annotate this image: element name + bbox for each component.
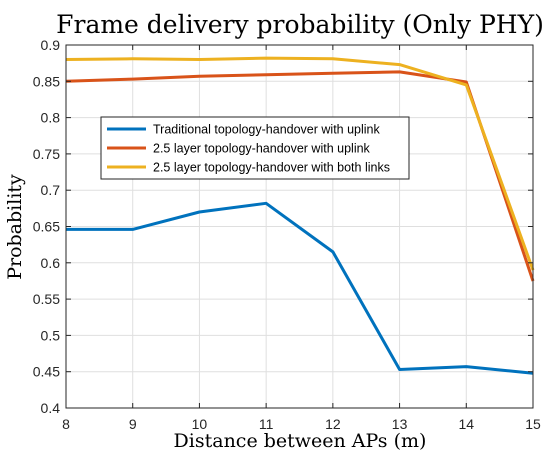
y-tick-label: 0.75: [33, 146, 60, 162]
x-tick-label: 15: [525, 416, 541, 432]
legend-box: [100, 116, 410, 180]
chart-title: Frame delivery probability (Only PHY): [56, 10, 544, 39]
x-tick-label: 12: [325, 416, 341, 432]
legend-label: 2.5 layer topology-handover with both li…: [153, 161, 390, 175]
y-tick-label: 0.9: [41, 37, 61, 53]
legend-label: 2.5 layer topology-handover with uplink: [153, 142, 371, 156]
x-tick-label: 14: [458, 416, 474, 432]
x-axis-ticks: 8 9 10 11 12 13 14 15: [62, 45, 541, 432]
y-tick-label: 0.4: [41, 400, 61, 416]
y-tick-label: 0.65: [33, 219, 60, 235]
y-axis-label: Probability: [4, 174, 26, 280]
x-tick-label: 11: [259, 416, 274, 432]
series-line-3: [65, 56, 535, 271]
y-tick-label: 0.85: [33, 73, 60, 89]
y-tick-label: 0.55: [33, 291, 60, 307]
data-series: [65, 56, 535, 375]
x-axis-label: Distance between APs (m): [174, 430, 427, 452]
legend-label: Traditional topology-handover with uplin…: [153, 123, 381, 137]
x-tick-label: 9: [129, 416, 137, 432]
series-line-1: [66, 201, 534, 375]
x-tick-label: 8: [62, 416, 70, 432]
x-tick-label: 10: [192, 416, 208, 432]
y-tick-label: 0.6: [41, 255, 61, 271]
y-tick-label: 0.7: [41, 182, 61, 198]
legend: Traditional topology-handover with uplin…: [100, 116, 410, 180]
y-tick-label: 0.5: [41, 327, 61, 343]
y-tick-label: 0.45: [33, 364, 60, 380]
x-tick-label: 13: [392, 416, 408, 432]
y-tick-label: 0.8: [41, 110, 61, 126]
y-axis-ticks: 0.4 0.45 0.5 0.55 0.6 0.65 0.7 0.75 0.8 0.85 0.9: [33, 37, 533, 416]
